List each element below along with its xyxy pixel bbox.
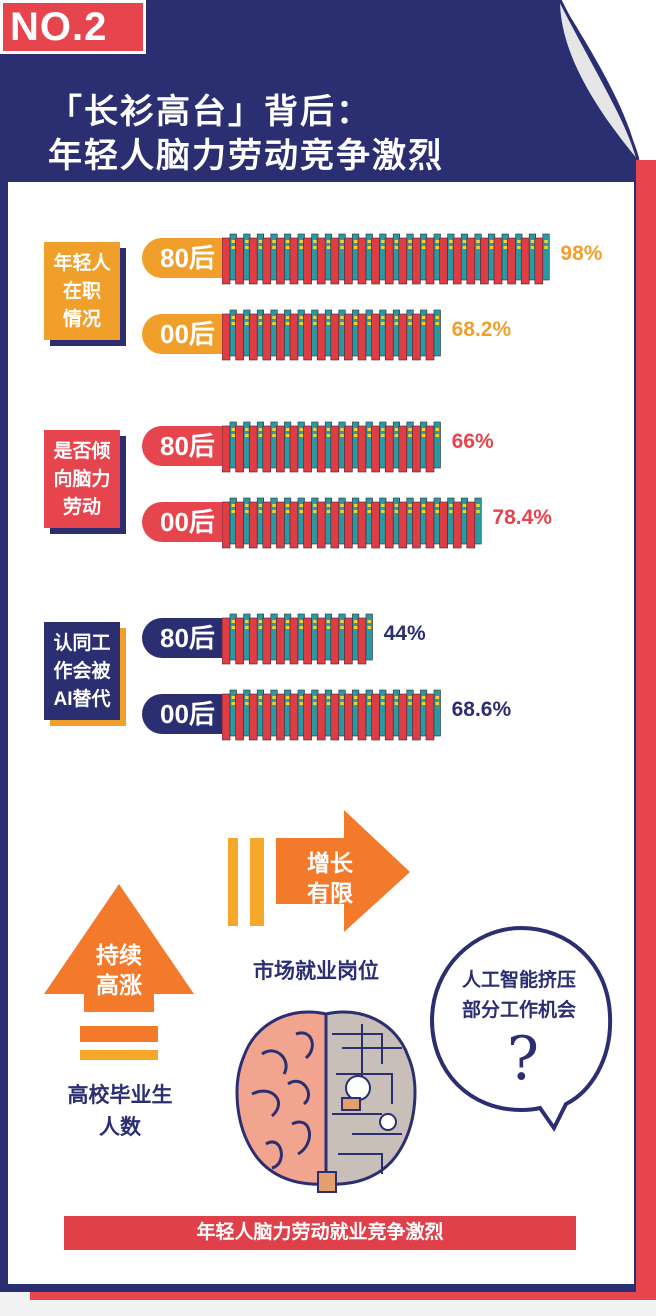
- bar-book-stack: [222, 613, 373, 665]
- category-label-line: 是否倾: [53, 441, 111, 462]
- bar-book-stack: [222, 497, 482, 549]
- section-badge: [0, 0, 146, 54]
- arrow-up-icon: [44, 884, 194, 1060]
- arrow-up-text: 持续 高涨: [96, 942, 142, 998]
- page-title-line2: 年轻人脑力劳动竞争激烈: [48, 137, 444, 175]
- series-label: 80后: [160, 243, 215, 273]
- category-label-line: 认同工: [53, 633, 111, 654]
- category-label: 年轻人 在职 情况: [44, 242, 120, 340]
- section-number: NO.2: [10, 5, 108, 49]
- data-label: 68.2%: [451, 318, 512, 341]
- brain-icon: [235, 1010, 417, 1193]
- bar-book-stack: [222, 233, 550, 285]
- data-label: 78.4%: [492, 506, 552, 529]
- series-label: 80后: [160, 431, 215, 461]
- series-pill: 80后: [142, 618, 252, 658]
- data-label: 44%: [383, 622, 426, 645]
- bar-chart: 年轻人在职情况 80后 98% 00后 68.2% 是否倾向脑力劳动 80后 66% 00后 78…: [44, 233, 603, 741]
- footer-conclusion: 年轻人脑力劳动就业竞争激烈: [64, 1216, 576, 1250]
- category-label: 是否倾 向脑力 劳动: [44, 430, 120, 528]
- speech-bubble-icon: [429, 925, 613, 1132]
- bar-book-stack: [222, 309, 441, 361]
- arrow-right-text: 增长 有限: [307, 850, 353, 906]
- series-label: 80后: [160, 623, 215, 653]
- series-label: 00后: [160, 699, 215, 729]
- category-label-line: 劳动: [62, 497, 101, 518]
- data-label: 98%: [560, 242, 603, 265]
- market-label: 市场就业岗位: [253, 960, 379, 983]
- category-label: 认同工作会被 AI替代: [44, 622, 120, 720]
- page-curl-decoration: [558, 0, 656, 160]
- bubble-text: 人工智能挤压 部分工作机会: [461, 970, 576, 1021]
- page-title-line1: 「长衫高台」背后：: [48, 93, 372, 131]
- category-label-line: 情况: [62, 309, 101, 330]
- category-label-line: 在职: [62, 281, 101, 302]
- graduates-label: 高校毕业生 人数: [67, 1084, 173, 1139]
- bar-book-stack: [222, 689, 441, 741]
- category-label-line: 向脑力: [53, 469, 111, 490]
- category-label-line: 年轻人: [53, 253, 111, 274]
- series-label: 00后: [160, 507, 215, 537]
- bar-book-stack: [222, 421, 441, 473]
- arrow-right-icon: [228, 810, 410, 932]
- data-label: 66%: [451, 430, 494, 453]
- question-mark: ?: [506, 1024, 540, 1094]
- category-label-line: 作会被: [53, 661, 111, 682]
- category-label-line: AI替代: [53, 689, 111, 710]
- series-label: 00后: [160, 319, 215, 349]
- data-label: 68.6%: [451, 698, 512, 721]
